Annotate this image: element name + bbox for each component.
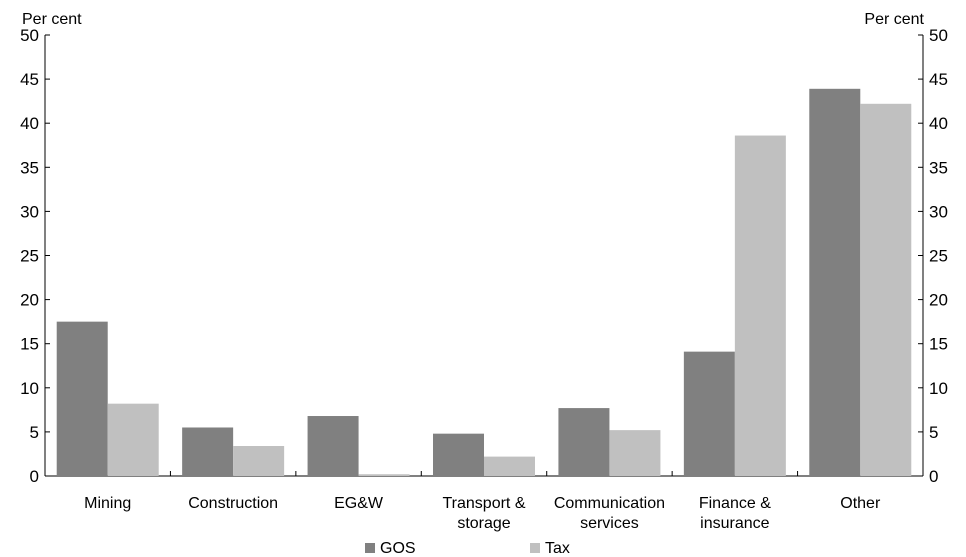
- bar-tax: [107, 403, 159, 476]
- x-category-label: Finance & insurance: [699, 495, 771, 532]
- y-tick-label-left: 20: [20, 291, 39, 310]
- y-axis-right-label: Per cent: [864, 11, 924, 28]
- legend: GOS Tax: [365, 540, 570, 557]
- bar-tax: [734, 135, 786, 476]
- y-tick-label-left: 25: [20, 247, 39, 266]
- y-tick-label-right: 5: [929, 423, 938, 442]
- bars: [56, 88, 912, 477]
- y-tick-label-left: 0: [30, 467, 39, 486]
- y-tick-label-right: 45: [929, 70, 948, 89]
- bar-gos: [558, 408, 610, 476]
- legend-label-gos: GOS: [380, 540, 416, 557]
- bar-tax: [358, 474, 410, 476]
- y-tick-label-right: 20: [929, 291, 948, 310]
- y-tick-label-left: 40: [20, 114, 39, 133]
- y-tick-label-right: 35: [929, 158, 948, 177]
- x-category-label: Other: [840, 495, 881, 512]
- y-tick-label-left: 10: [20, 379, 39, 398]
- y-tick-label-left: 50: [20, 26, 39, 45]
- bar-gos: [56, 321, 108, 476]
- legend-swatch-tax: [530, 543, 540, 553]
- legend-label-tax: Tax: [545, 540, 570, 557]
- y-axis-left-label: Per cent: [22, 11, 82, 28]
- y-tick-label-right: 30: [929, 202, 948, 221]
- bar-gos: [683, 351, 735, 476]
- y-tick-label-right: 10: [929, 379, 948, 398]
- bar-gos: [182, 427, 234, 476]
- y-tick-label-right: 40: [929, 114, 948, 133]
- bar-tax: [609, 430, 661, 476]
- y-tick-label-right: 0: [929, 467, 938, 486]
- y-tick-label-right: 25: [929, 247, 948, 266]
- bar-tax: [484, 456, 535, 476]
- bar-tax: [860, 103, 912, 477]
- legend-swatch-gos: [365, 543, 375, 553]
- x-category-label: Mining: [84, 495, 131, 512]
- y-tick-label-left: 35: [20, 158, 39, 177]
- bar-tax: [233, 446, 285, 476]
- y-tick-label-left: 30: [20, 202, 39, 221]
- x-category-label: Transport & storage: [443, 495, 526, 532]
- bar-gos: [809, 88, 861, 476]
- y-tick-label-left: 15: [20, 335, 39, 354]
- y-tick-label-left: 45: [20, 70, 39, 89]
- bar-gos: [307, 416, 359, 476]
- x-category-label: Communication services: [554, 495, 665, 532]
- x-category-label: Construction: [188, 495, 278, 512]
- bar-gos: [433, 433, 484, 476]
- x-category-label: EG&W: [334, 495, 384, 512]
- y-axis-left-ticks: 0 5 10 15 20 25 30 35 40 45 50: [20, 26, 50, 486]
- y-tick-label-left: 5: [30, 423, 39, 442]
- y-axis-right-ticks: 0 5 10 15 20 25 30 35 40 45 50: [918, 26, 948, 486]
- y-tick-label-right: 50: [929, 26, 948, 45]
- axes: [44, 35, 924, 477]
- y-tick-label-right: 15: [929, 335, 948, 354]
- x-axis-categories: Mining Construction EG&W Transport & storage…: [84, 495, 881, 532]
